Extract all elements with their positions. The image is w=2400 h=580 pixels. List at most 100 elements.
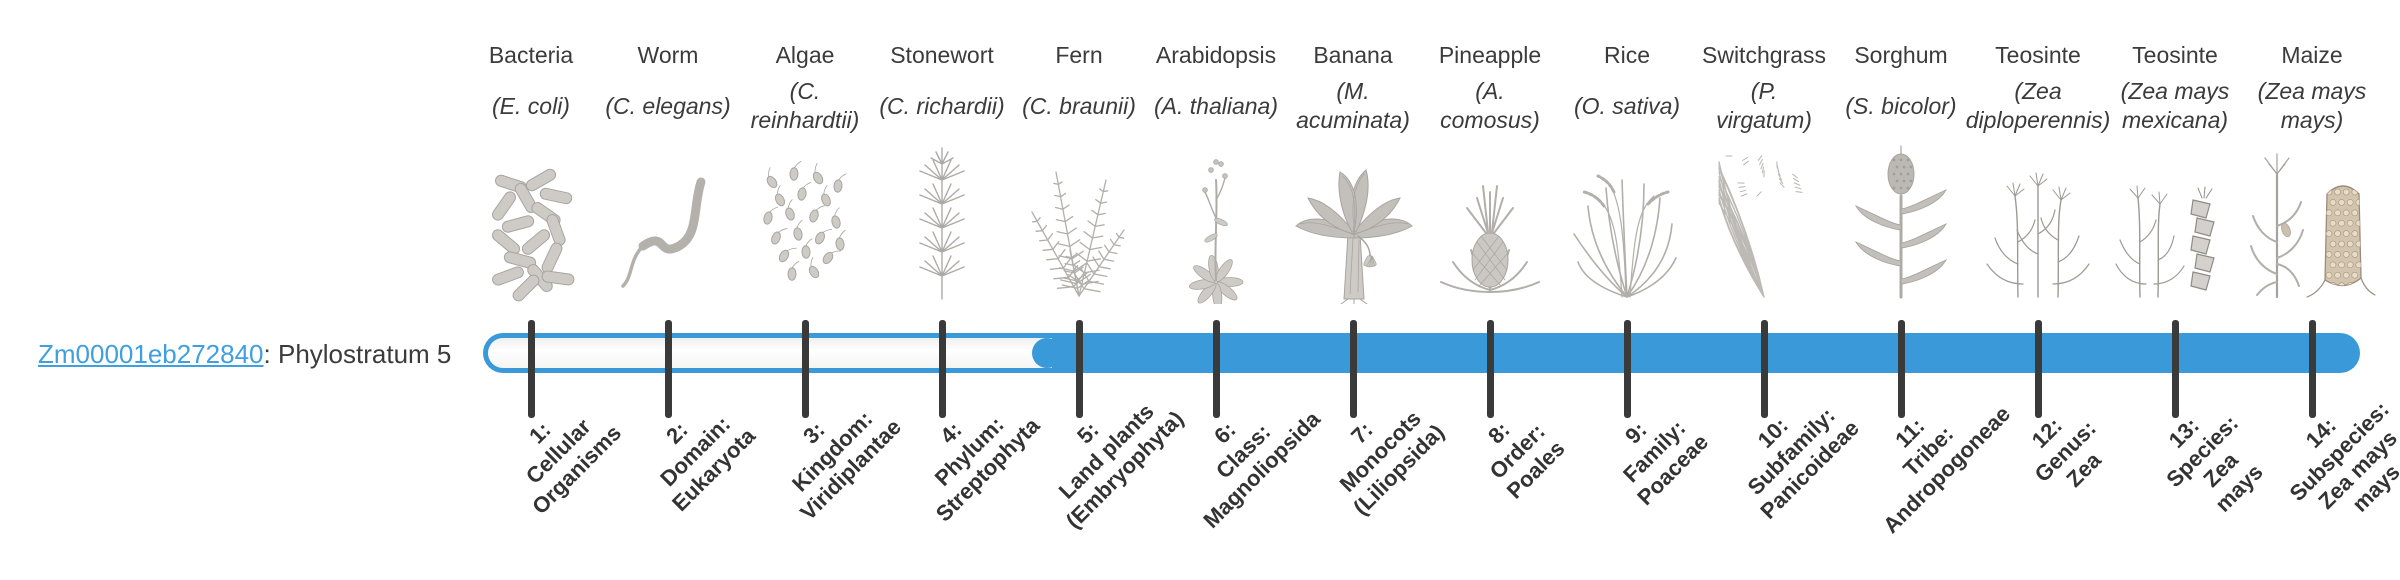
- phylostratum-tick: [1623, 320, 1631, 418]
- organism-sci-name: (C. richardii): [879, 92, 1005, 119]
- organism-name: Rice: [1603, 42, 1650, 68]
- organism-name: Algae: [775, 42, 835, 68]
- stratum-label: 11: Tribe: Andropogoneae: [1878, 401, 2016, 539]
- phylostratum-tick: [2308, 320, 2316, 418]
- phylostratum-tick: [1075, 320, 1083, 418]
- organism-name: Stonewort: [890, 42, 994, 68]
- organism-name: Maize: [2281, 42, 2343, 68]
- organism-sci-name: (Zea diploperennis): [1965, 78, 2111, 133]
- organism-sci-name: (M. acuminata): [1296, 78, 1410, 133]
- stratum-label: 8: Order: Poales: [1483, 417, 1570, 504]
- phylostratum-tick: [1212, 320, 1220, 418]
- stratum-label: 13: Species: Zea mays: [2161, 410, 2268, 517]
- organism-column: Switchgrass (P. virgatum): [1679, 40, 1849, 138]
- organism-sci-name: (C. elegans): [605, 92, 731, 119]
- phylostratum-tick: [2034, 320, 2042, 418]
- organism-sci-name: (P. virgatum): [1716, 78, 1812, 133]
- organism-name: Worm: [637, 42, 699, 68]
- algae-icon: [763, 160, 847, 281]
- stratum-label: 10: Subfamily: Panicoideae: [1742, 402, 1864, 524]
- organism-sci-name: (A. comosus): [1440, 78, 1540, 133]
- organism-sci-name: (Zea mays mexicana): [2120, 78, 2230, 133]
- organism-column: Maize (Zea mays mays): [2227, 40, 2397, 138]
- organism-illustration: [456, 112, 606, 304]
- phylostratum-tick: [1486, 320, 1494, 418]
- stratum-label: 5: Land plants (Embryophyta): [1053, 398, 1189, 534]
- bacteria-icon: [491, 168, 575, 302]
- organism-name: Banana: [1313, 42, 1393, 68]
- arabidopsis-icon: [1188, 159, 1244, 304]
- timeline-fill-cap: [1032, 338, 1062, 368]
- pineapple-icon: [1440, 185, 1540, 293]
- phylostratum-tick: [801, 320, 809, 418]
- switchgrass-icon: [1718, 155, 1803, 298]
- organism-illustration: [1141, 112, 1291, 304]
- organism-name: Teosinte: [2132, 42, 2218, 68]
- organism-illustration: [1826, 112, 1976, 304]
- organism-name: Arabidopsis: [1155, 42, 1277, 68]
- organism-column: Worm (C. elegans): [583, 40, 753, 138]
- stratum-label: 6: Class: Magnoliopsida: [1198, 406, 1325, 533]
- phylostratum-tick: [664, 320, 672, 418]
- organism-illustration: [1689, 112, 1839, 304]
- organism-column: Teosinte (Zea diploperennis): [1953, 40, 2123, 138]
- organism-illustration: [1552, 112, 1702, 304]
- organism-sci-name: (Zea mays mays): [2257, 78, 2367, 133]
- fern-icon: [1031, 171, 1125, 297]
- phylostratum-tick: [2171, 320, 2179, 418]
- banana-icon: [1295, 169, 1413, 304]
- organism-name: Sorghum: [1854, 42, 1948, 68]
- timeline-bar: [483, 333, 2360, 373]
- organism-column: Rice (O. sativa): [1542, 40, 1712, 138]
- timeline-unfilled-track: [488, 338, 1052, 368]
- stratum-label: 14: Subspecies: Zea mays mays: [2284, 396, 2400, 517]
- organism-illustration: [593, 112, 743, 304]
- organism-column: Pineapple (A. comosus): [1405, 40, 1575, 138]
- organism-sci-name: (S. bicolor): [1845, 92, 1957, 119]
- organism-column: Stonewort (C. richardii): [857, 40, 1027, 138]
- gene-link[interactable]: Zm00001eb272840: [38, 339, 264, 369]
- organism-column: Sorghum (S. bicolor): [1816, 40, 1986, 138]
- phylostratum-tick: [938, 320, 946, 418]
- organism-illustration: [867, 112, 1017, 304]
- sorghum-icon: [1854, 145, 1948, 299]
- organism-column: Fern (C. braunii): [994, 40, 1164, 138]
- stratum-label: 1: Cellular Organisms: [520, 413, 627, 520]
- maize-icon: [2250, 153, 2376, 299]
- organism-name: Teosinte: [1995, 42, 2081, 68]
- stratum-label: 9: Family: Poaceae: [1618, 415, 1714, 511]
- organism-sci-name: (E. coli): [492, 92, 570, 119]
- organism-illustration: [730, 112, 880, 304]
- organism-column: Bacteria (E. coli): [446, 40, 616, 138]
- organism-name: Pineapple: [1438, 42, 1542, 68]
- organism-sci-name: (C. reinhardtii): [750, 78, 860, 133]
- organism-illustration: [1963, 112, 2113, 304]
- stratum-label: 3: Kingdom: Viridiplantae: [787, 406, 906, 525]
- organism-illustration: [2100, 112, 2250, 304]
- worm-icon: [621, 177, 706, 288]
- gene-phylostratum-text: : Phylostratum 5: [263, 339, 452, 369]
- stonewort-icon: [919, 147, 965, 300]
- organism-column: Algae (C. reinhardtii): [720, 40, 890, 138]
- organism-illustration: [1278, 112, 1428, 304]
- organism-name: Switchgrass: [1702, 42, 1826, 68]
- stratum-label: 2: Domain: Eukaryota: [655, 411, 761, 517]
- gene-label: Zm00001eb272840: Phylostratum 5: [38, 338, 451, 370]
- phylostratum-tick: [1349, 320, 1357, 418]
- phylostratum-tick: [527, 320, 535, 418]
- stratum-label: 12: Genus: Zea: [2026, 412, 2106, 492]
- rice-icon: [1573, 174, 1677, 298]
- stratum-label: 7: Monocots (Liliopsida): [1334, 405, 1449, 520]
- organism-column: Teosinte (Zea mays mexicana): [2090, 40, 2260, 138]
- organism-column: Banana (M. acuminata): [1268, 40, 1438, 138]
- stratum-label: 4: Phylum: Streptophyta: [929, 411, 1045, 527]
- organism-sci-name: (O. sativa): [1573, 92, 1681, 119]
- organism-sci-name: (C. braunii): [1022, 92, 1136, 119]
- organism-illustration: [1415, 112, 1565, 304]
- organism-sci-name: (A. thaliana): [1153, 92, 1278, 119]
- organism-column: Arabidopsis (A. thaliana): [1131, 40, 1301, 138]
- teosinte-mex-icon: [2115, 185, 2215, 298]
- organism-illustration: [2237, 112, 2387, 304]
- organism-illustration: [1004, 112, 1154, 304]
